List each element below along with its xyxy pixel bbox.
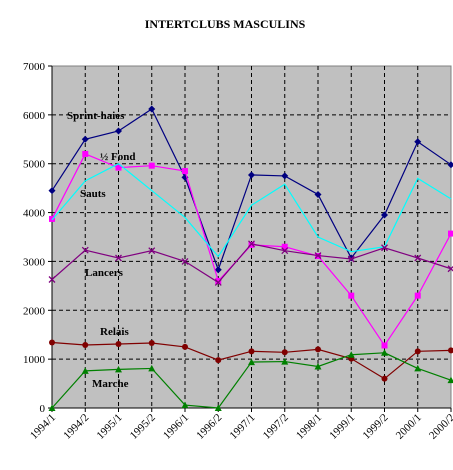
data-point-sprint-haies [414,138,422,146]
data-point-relais [115,340,122,347]
data-point-marche [414,364,422,372]
data-point-lancers [81,246,89,254]
data-point-sprint-haies [81,135,89,143]
data-point-lancers [248,240,255,248]
series-group [48,105,453,411]
data-point-sprint-haies [48,187,56,195]
data-point-sprint-haies [447,161,453,169]
data-point-lancers [48,276,56,283]
series-labels: Sprint-haies ½ Fond Sauts Lancers Relais Marc… [67,110,135,390]
data-point-lancers [214,278,222,286]
data-point-fond [448,230,453,237]
data-point-lancers [281,247,289,255]
y-tick-label: 0 [40,403,46,415]
data-point-marche [48,404,56,411]
data-point-lancers [148,247,156,255]
y-tick-label: 4000 [23,208,46,220]
data-point-sprint-haies [281,172,289,180]
data-point-sprint-haies [248,171,255,179]
data-point-marche [314,362,322,370]
data-point-sprint-haies [115,127,122,135]
data-point-marche [214,404,222,411]
series-label-sprint-haies: Sprint-haies [67,110,125,122]
data-point-lancers [381,244,388,252]
data-point-sprint-haies [314,190,322,198]
data-point-fond [414,292,421,299]
data-point-fond [148,162,155,169]
y-tick-label: 6000 [23,110,46,122]
data-point-marche [447,376,453,384]
data-point-relais [248,348,255,355]
data-point-marche [281,358,289,365]
series-label-marche: Marche [92,378,129,390]
data-point-sprint-haies [347,254,355,262]
data-point-marche [248,358,255,366]
data-point-fond [215,277,222,284]
data-point-relais [281,349,288,356]
data-point-marche [81,367,89,374]
data-point-fond [381,342,388,349]
data-point-relais [315,346,321,353]
data-point-marche [115,365,122,373]
data-point-marche [148,364,156,372]
data-point-relais [182,343,188,350]
data-point-fond [49,215,55,222]
data-point-sprint-haies [148,105,156,113]
data-point-marche [181,401,189,409]
data-point-marche [347,351,355,358]
data-point-fond [248,241,255,248]
data-point-sprint-haies [381,211,388,219]
chart-title: INTERTCLUBS MASCULINS [145,17,306,31]
data-point-fond [348,292,355,299]
series-label-lancers: Lancers [85,267,124,279]
data-point-lancers [115,254,122,262]
y-tick-label: 7000 [23,61,46,73]
series-line-sauts [51,163,452,258]
data-point-lancers [414,254,422,262]
data-point-lancers [347,255,355,263]
data-point-sprint-haies [214,266,222,274]
data-point-relais [414,348,421,355]
y-tick-label: 5000 [23,159,46,171]
data-point-lancers [447,265,453,273]
data-point-lancers [314,252,322,260]
y-axis-ticks: 0 1000 2000 3000 4000 5000 6000 7000 [23,61,52,415]
y-tick-label: 3000 [23,256,46,268]
data-point-relais [148,340,155,347]
series-label-relais: Relais [100,326,129,338]
data-point-lancers [181,257,189,265]
data-point-marche [381,349,388,356]
y-tick-label: 1000 [23,354,46,366]
data-point-fond [82,150,89,157]
data-point-fond [281,243,288,250]
data-point-fond [115,164,122,171]
series-label-fond: ½ Fond [100,151,135,163]
y-tick-label: 2000 [23,305,46,317]
data-point-relais [448,347,453,354]
data-point-relais [381,375,388,382]
data-point-fond [182,168,188,175]
data-point-relais [82,341,89,348]
data-point-relais [49,339,55,346]
series-label-sauts: Sauts [80,188,106,200]
data-point-relais [215,357,222,364]
